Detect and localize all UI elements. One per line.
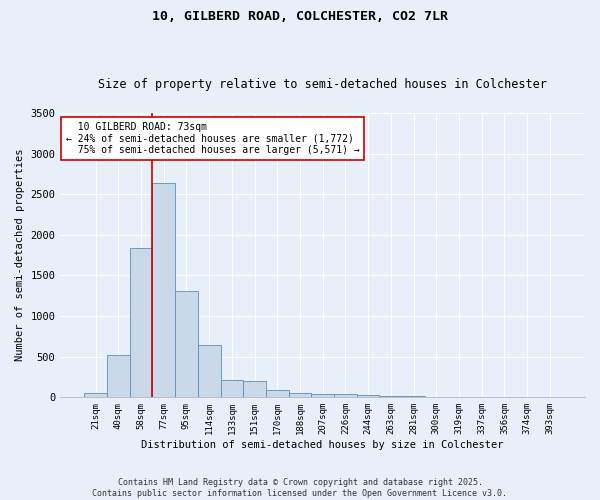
- Bar: [266, 390, 289, 398]
- Bar: [107, 354, 130, 398]
- Title: Size of property relative to semi-detached houses in Colchester: Size of property relative to semi-detach…: [98, 78, 547, 91]
- Bar: [198, 346, 221, 398]
- Bar: [152, 183, 175, 398]
- Bar: [334, 394, 357, 398]
- Bar: [357, 396, 379, 398]
- Bar: [175, 291, 198, 398]
- Bar: [425, 396, 448, 398]
- Bar: [379, 396, 402, 398]
- Bar: [243, 380, 266, 398]
- Bar: [448, 396, 470, 398]
- Bar: [311, 394, 334, 398]
- Bar: [289, 393, 311, 398]
- Bar: [84, 393, 107, 398]
- Y-axis label: Number of semi-detached properties: Number of semi-detached properties: [15, 149, 25, 362]
- Bar: [402, 396, 425, 398]
- Bar: [130, 248, 152, 398]
- X-axis label: Distribution of semi-detached houses by size in Colchester: Distribution of semi-detached houses by …: [142, 440, 504, 450]
- Text: Contains HM Land Registry data © Crown copyright and database right 2025.
Contai: Contains HM Land Registry data © Crown c…: [92, 478, 508, 498]
- Text: 10 GILBERD ROAD: 73sqm
← 24% of semi-detached houses are smaller (1,772)
  75% o: 10 GILBERD ROAD: 73sqm ← 24% of semi-det…: [65, 122, 359, 154]
- Bar: [221, 380, 243, 398]
- Text: 10, GILBERD ROAD, COLCHESTER, CO2 7LR: 10, GILBERD ROAD, COLCHESTER, CO2 7LR: [152, 10, 448, 23]
